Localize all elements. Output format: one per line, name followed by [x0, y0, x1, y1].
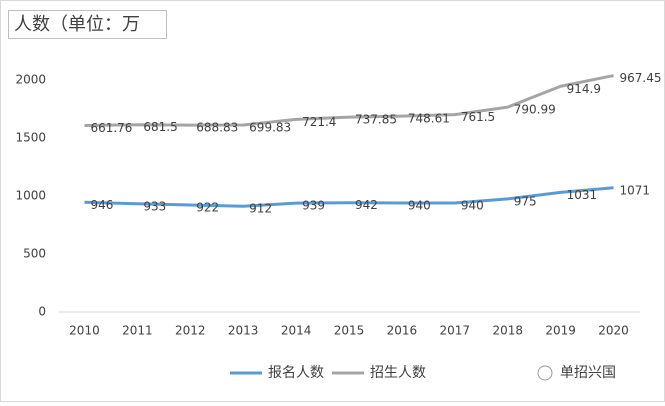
x-tick-label: 2010: [69, 324, 100, 338]
data-label: 688.83: [196, 121, 238, 135]
x-tick-label: 2019: [545, 324, 576, 338]
data-label: 661.76: [90, 121, 132, 135]
data-label: 912: [249, 202, 272, 216]
x-tick-label: 2014: [281, 324, 312, 338]
data-label: 1031: [567, 188, 598, 202]
data-label: 922: [196, 201, 219, 215]
watermark-icon: [537, 365, 553, 381]
title-box: [8, 10, 167, 39]
y-tick-label: 2000: [15, 73, 46, 87]
data-label: 790.99: [514, 103, 556, 117]
y-tick-label: 1000: [15, 189, 46, 203]
series-line: [84, 74, 614, 127]
data-label: 939: [302, 199, 325, 213]
x-tick-label: 2011: [122, 324, 153, 338]
x-tick-label: 2015: [334, 324, 365, 338]
data-label: 967.45: [620, 71, 662, 85]
x-tick-label: 2018: [492, 324, 523, 338]
data-label: 681.5: [143, 120, 177, 134]
legend-label: 招生人数: [370, 365, 426, 381]
y-tick-label: 1500: [15, 131, 46, 145]
data-label: 761.5: [461, 110, 495, 124]
data-label: 737.85: [355, 113, 397, 127]
x-tick-label: 2017: [440, 324, 471, 338]
data-label: 942: [355, 198, 378, 212]
y-tick-label: 500: [23, 247, 46, 261]
y-tick-label: 0: [38, 305, 46, 319]
x-tick-label: 2020: [598, 324, 629, 338]
watermark: 单招兴国: [560, 365, 616, 381]
data-label: 914.9: [567, 82, 601, 96]
data-label: 940: [461, 198, 484, 212]
data-label: 721.4: [302, 115, 336, 129]
data-label: 940: [408, 198, 431, 212]
x-tick-label: 2012: [175, 324, 206, 338]
data-label: 1071: [620, 183, 651, 197]
legend-label: 报名人数: [268, 365, 324, 381]
chart-title: 人数（单位：万: [14, 14, 140, 35]
data-label: 933: [143, 199, 166, 213]
series-line: [84, 186, 614, 208]
data-label: 946: [90, 198, 113, 212]
x-tick-label: 2013: [228, 324, 259, 338]
data-label: 699.83: [249, 121, 291, 135]
data-label: 748.61: [408, 112, 450, 126]
x-tick-label: 2016: [387, 324, 418, 338]
data-label: 975: [514, 194, 537, 208]
